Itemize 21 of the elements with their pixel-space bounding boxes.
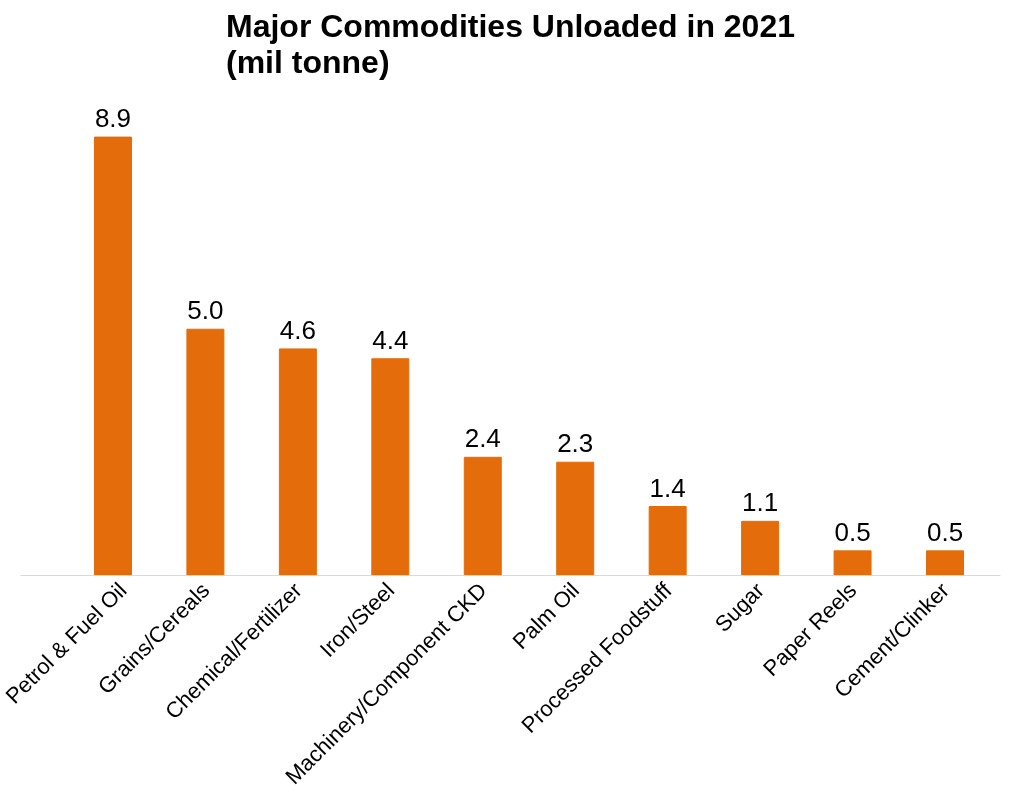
- bar: [833, 550, 872, 576]
- data-label: 8.9: [94, 103, 132, 134]
- data-label: 4.4: [372, 324, 409, 355]
- data-label: 1.4: [649, 472, 686, 503]
- data-label: 0.5: [834, 516, 871, 547]
- data-label: 2.4: [464, 423, 501, 454]
- data-label: 0.5: [926, 516, 964, 547]
- data-label: 4.6: [279, 314, 316, 345]
- data-label: 1.1: [742, 487, 779, 518]
- data-label: 2.3: [557, 428, 594, 459]
- bar: [741, 520, 780, 576]
- bar: [648, 506, 687, 576]
- bar: [186, 328, 225, 576]
- bar: [278, 348, 317, 576]
- bar: [556, 461, 595, 576]
- bar: [93, 136, 132, 576]
- bar: [463, 456, 502, 576]
- bar: [926, 550, 965, 576]
- chart-title: Major Commodities Unloaded in 2021 (mil tonne): [226, 7, 795, 80]
- data-label: 5.0: [187, 295, 224, 326]
- bar: [371, 358, 410, 576]
